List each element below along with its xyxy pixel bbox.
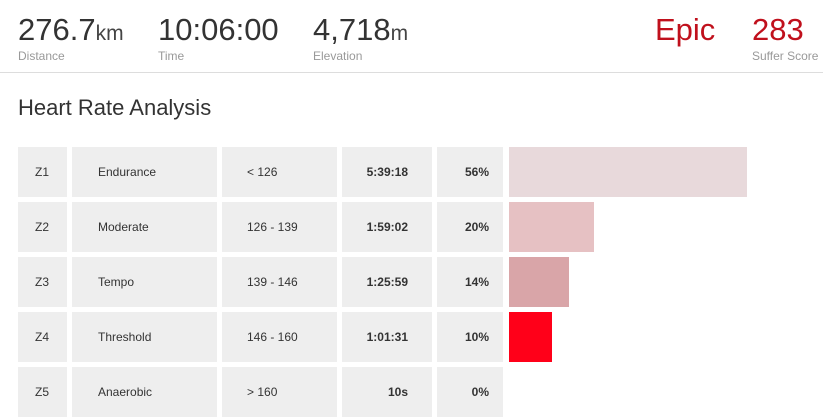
zone-id: Z5 — [18, 367, 67, 417]
zone-bar — [509, 312, 552, 362]
intensity: Epic — [655, 12, 716, 47]
zone-id: Z3 — [18, 257, 67, 307]
stat-label: Distance — [18, 49, 65, 63]
zone-time: 1:59:02 — [342, 202, 432, 252]
stat-value: 276.7 — [18, 12, 96, 47]
zone-time: 5:39:18 — [342, 147, 432, 197]
zone-percent: 56% — [437, 147, 503, 197]
divider — [0, 72, 823, 73]
zone-id: Z4 — [18, 312, 67, 362]
zone-time: 10s — [342, 367, 432, 417]
stat-value: 10:06:00 — [158, 12, 279, 47]
stat: 276.7km — [18, 14, 124, 45]
zone-percent: 0% — [437, 367, 503, 417]
zone-bar — [509, 202, 594, 252]
zone-range: 146 - 160 — [222, 312, 337, 362]
zone-percent: 20% — [437, 202, 503, 252]
zone-name: Tempo — [72, 257, 217, 307]
zone-id: Z2 — [18, 202, 67, 252]
zone-percent: 14% — [437, 257, 503, 307]
zone-range: > 160 — [222, 367, 337, 417]
zone-name: Anaerobic — [72, 367, 217, 417]
zone-bar — [509, 257, 569, 307]
stat: 4,718m — [313, 14, 408, 45]
stat-value: 4,718 — [313, 12, 391, 47]
zone-name: Threshold — [72, 312, 217, 362]
zone-id: Z1 — [18, 147, 67, 197]
section-title: Heart Rate Analysis — [18, 95, 212, 120]
suffer-score: 283 — [752, 12, 804, 47]
stat-unit: m — [390, 22, 409, 45]
zone-bar — [509, 147, 747, 197]
zone-name: Moderate — [72, 202, 217, 252]
zone-range: 126 - 139 — [222, 202, 337, 252]
zone-range: 139 - 146 — [222, 257, 337, 307]
zone-time: 1:25:59 — [342, 257, 432, 307]
zone-name: Endurance — [72, 147, 217, 197]
zone-range: < 126 — [222, 147, 337, 197]
suffer-score-label: Suffer Score — [752, 49, 819, 63]
stat-label: Elevation — [313, 49, 363, 63]
stat-unit: km — [95, 22, 124, 45]
zone-time: 1:01:31 — [342, 312, 432, 362]
zone-percent: 10% — [437, 312, 503, 362]
stat-label: Time — [158, 49, 185, 63]
